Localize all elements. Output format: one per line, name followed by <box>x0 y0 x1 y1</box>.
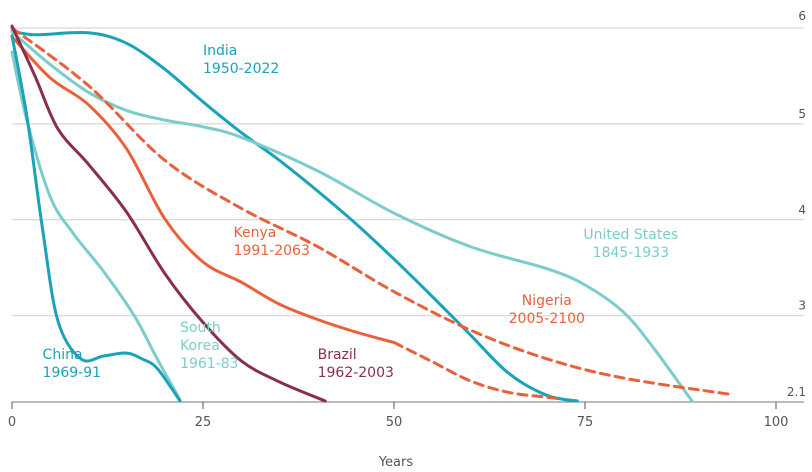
series-line-kenya-extension <box>392 341 564 401</box>
y-tick-label: 2.1 <box>787 385 806 399</box>
series-line-united-states <box>10 30 694 403</box>
series-label-line: 1961-83 <box>180 356 239 372</box>
x-axis-label: Years <box>378 455 414 470</box>
series-label-line: India <box>203 43 237 59</box>
series-labels: India 1950-2022 United States 1845-1933 Nige… <box>43 43 679 381</box>
x-tick-label: 100 <box>764 415 789 430</box>
x-tick-label: 50 <box>386 415 403 430</box>
series-label-line: 1969-91 <box>43 365 101 381</box>
x-tick-label: 25 <box>195 415 212 430</box>
y-ticks: 6 5 4 3 2.1 <box>787 9 806 399</box>
series-label-nigeria-2005-2100: Nigeria 2005-2100 <box>509 293 585 327</box>
series-label-line: Brazil <box>318 347 357 363</box>
series-label-brazil-1962-2003: Brazil 1962-2003 <box>318 347 394 381</box>
series-line-south-korea <box>10 50 182 402</box>
series-line-china <box>10 34 182 403</box>
series-label-line: Nigeria <box>522 293 572 309</box>
series-label-line: 1962-2003 <box>318 365 394 381</box>
series-label-united-states-1845-1933: United States 1845-1933 <box>583 227 678 261</box>
series-label-line: 1845-1933 <box>593 245 669 261</box>
series-line-nigeria <box>10 26 732 396</box>
series-line-kenya <box>10 35 396 344</box>
series-label-line: China <box>43 347 83 363</box>
series-line-brazil <box>10 24 327 403</box>
x-tick-label: 75 <box>577 415 594 430</box>
series-label-india-1950-2022: India 1950-2022 <box>203 43 279 77</box>
series-label-south-korea: South Korea 1961-83 <box>180 320 239 372</box>
y-tick-label: 5 <box>798 107 806 121</box>
y-tick-label: 4 <box>798 203 806 217</box>
series-label-line: Kenya <box>234 225 277 241</box>
series-lines <box>10 24 732 403</box>
y-tick-label: 6 <box>798 9 806 23</box>
series-label-line: 1991-2063 <box>234 243 310 259</box>
series-label-kenya-1991-2063: Kenya 1991-2063 <box>234 225 310 259</box>
x-ticks: 0 25 50 75 100 <box>8 402 789 430</box>
series-label-china-1969-91: China 1969-91 <box>43 347 101 381</box>
y-tick-label: 3 <box>798 299 806 313</box>
series-label-line: United States <box>583 227 678 243</box>
series-label-line: Korea <box>180 338 220 354</box>
x-tick-label: 0 <box>8 415 16 430</box>
series-label-line: South <box>180 320 221 336</box>
series-line-india <box>10 29 579 403</box>
series-label-line: 1950-2022 <box>203 61 279 77</box>
series-label-line: 2005-2100 <box>509 311 585 327</box>
